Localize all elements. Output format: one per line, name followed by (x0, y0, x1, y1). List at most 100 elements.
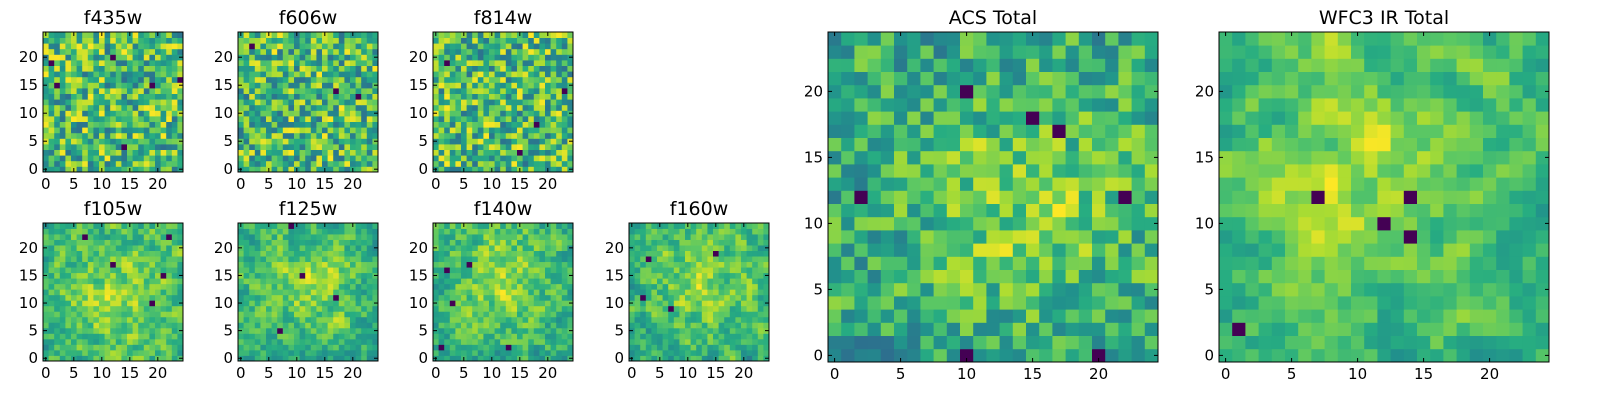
heatmap-cell (673, 333, 680, 340)
heatmap-cell (494, 294, 501, 301)
heatmap-cell (461, 110, 467, 117)
heatmap-cell (99, 71, 105, 78)
heatmap-cell (143, 104, 150, 111)
heatmap-cell (322, 322, 328, 329)
heatmap-cell (249, 294, 256, 301)
heatmap-cell (82, 93, 89, 100)
heatmap-cell (455, 43, 462, 50)
heatmap-cell (707, 267, 714, 274)
heatmap-cell (305, 138, 312, 145)
heatmap-cell (433, 160, 439, 167)
heatmap-cell (104, 116, 111, 122)
heatmap-cell (986, 190, 1000, 204)
y-tick-label: 5 (223, 132, 233, 150)
heatmap-cell (489, 333, 495, 340)
heatmap-cell (500, 355, 507, 362)
heatmap-cell (316, 116, 323, 122)
heatmap-cell (477, 76, 484, 83)
heatmap-cell (657, 344, 663, 351)
heatmap-cell (238, 289, 244, 296)
heatmap-cell (556, 160, 563, 167)
heatmap-cell (110, 349, 117, 356)
heatmap-cell (533, 245, 540, 251)
heatmap-cell (517, 272, 523, 279)
heatmap-cell (271, 127, 278, 134)
heatmap-cell (288, 144, 295, 150)
heatmap-cell (472, 155, 479, 162)
heatmap-cell (344, 256, 351, 263)
heatmap-cell (567, 239, 574, 246)
heatmap-cell (333, 267, 340, 274)
heatmap-cell (350, 82, 356, 89)
heatmap-cell (327, 76, 334, 83)
heatmap-cell (305, 160, 312, 167)
heatmap-cell (372, 344, 379, 351)
heatmap-cell (305, 37, 312, 44)
heatmap-cell (366, 311, 373, 318)
heatmap-cell (254, 300, 261, 307)
heatmap-cell (127, 272, 133, 279)
heatmap-cell (999, 150, 1014, 165)
heatmap-cell (668, 278, 675, 285)
heatmap-cell (757, 272, 764, 279)
heatmap-cell (701, 305, 708, 312)
heatmap-cell (696, 289, 703, 296)
heatmap-cell (645, 256, 652, 263)
heatmap-cell (87, 155, 94, 162)
heatmap-cell (528, 289, 535, 296)
heatmap-cell (316, 261, 323, 268)
heatmap-cell (132, 43, 139, 50)
heatmap-cell (461, 60, 467, 66)
heatmap-cell (110, 228, 117, 235)
heatmap-cell (299, 160, 306, 167)
heatmap-cell (266, 116, 272, 122)
heatmap-cell (545, 54, 551, 61)
heatmap-cell (907, 269, 921, 284)
heatmap-cell (533, 261, 540, 268)
heatmap-cell (366, 116, 373, 122)
heatmap-cell (48, 43, 55, 50)
heatmap-cell (489, 289, 495, 296)
heatmap-cell (288, 322, 295, 329)
heatmap-cell (166, 43, 173, 50)
heatmap-cell (679, 261, 686, 268)
heatmap-cell (477, 99, 484, 106)
x-tick-label: 0 (41, 364, 51, 382)
heatmap-cell (104, 223, 111, 229)
heatmap-cell (166, 333, 173, 340)
heatmap-cell (545, 250, 551, 257)
heatmap-cell (322, 65, 328, 72)
heatmap-cell (366, 267, 373, 274)
heatmap-cell (110, 333, 117, 340)
heatmap-cell (138, 234, 145, 240)
heatmap-cell (550, 311, 557, 318)
heatmap-cell (477, 239, 484, 246)
heatmap-cell (43, 250, 49, 257)
heatmap-cell (517, 289, 523, 296)
heatmap-cell (305, 355, 312, 362)
heatmap-cell (444, 121, 451, 128)
heatmap-cell (1105, 190, 1119, 204)
heatmap-cell (65, 283, 72, 290)
heatmap-cell (282, 355, 289, 362)
heatmap-cell (561, 278, 568, 285)
heatmap-cell (561, 116, 568, 122)
y-tick-label: 0 (418, 349, 428, 367)
heatmap-cell (752, 333, 759, 340)
heatmap-cell (854, 230, 868, 244)
heatmap-cell (355, 250, 362, 257)
heatmap-cell (288, 278, 295, 285)
heatmap-cell (82, 316, 89, 323)
heatmap-cell (260, 327, 267, 334)
heatmap-cell (333, 71, 340, 78)
heatmap-cell (701, 338, 708, 345)
heatmap-cell (171, 234, 178, 240)
heatmap-cell (735, 223, 742, 229)
heatmap-cell (355, 104, 362, 111)
heatmap-cell (333, 48, 340, 55)
heatmap-cell (366, 228, 373, 235)
heatmap-cell (841, 309, 855, 323)
heatmap-cell (472, 239, 479, 246)
heatmap-cell (249, 272, 256, 279)
